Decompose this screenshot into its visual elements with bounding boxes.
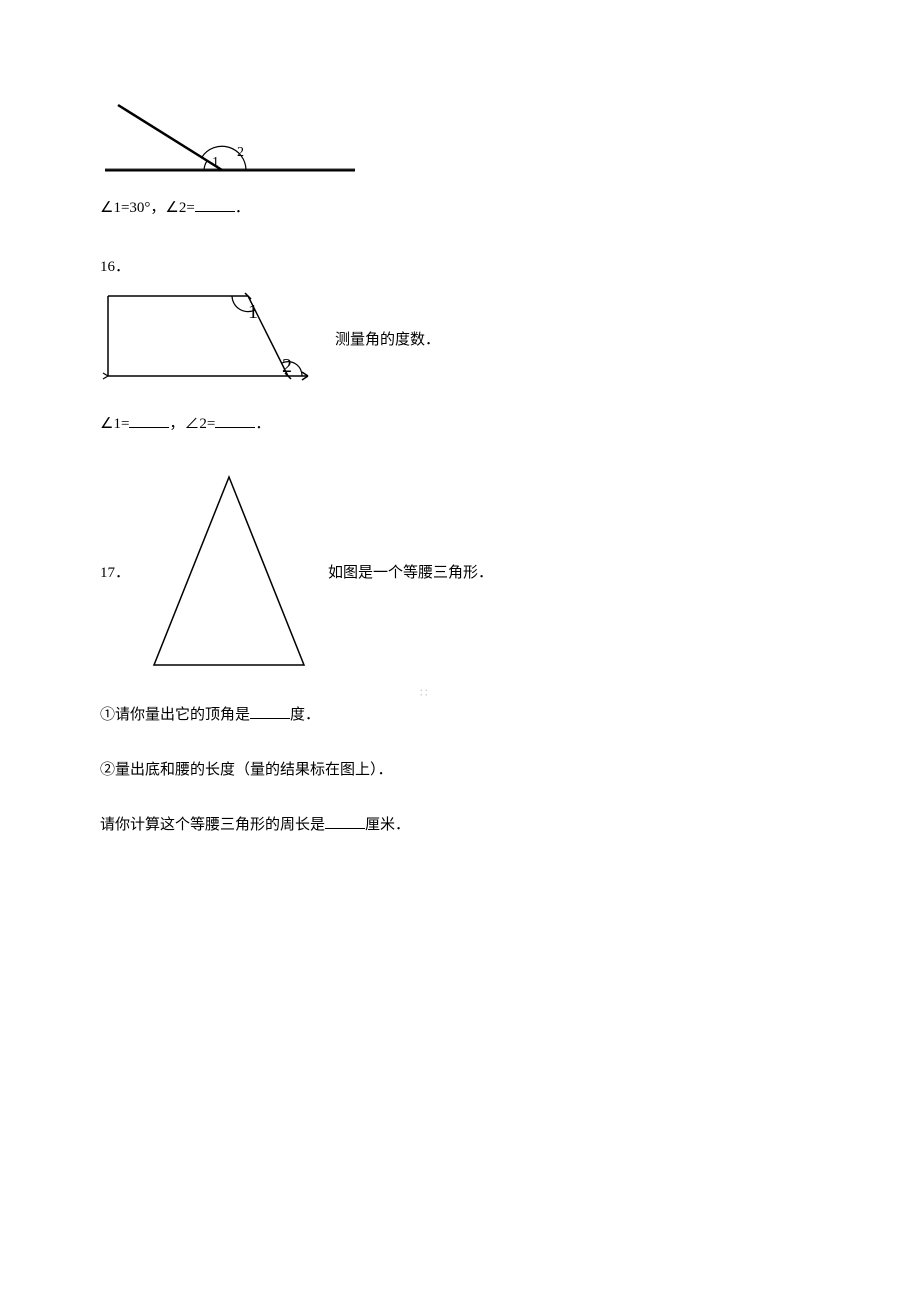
q16-text: ∠1= ，∠2= ． — [100, 408, 820, 441]
watermark: ∷ — [420, 686, 430, 701]
trapezoid-angles-diagram: 1 2 — [100, 288, 315, 388]
question-16: 16． 1 2 — [100, 255, 820, 441]
q15-prefix: ∠1=30°，∠2= — [100, 200, 195, 216]
q15-blank — [195, 197, 235, 212]
q17-sub1-suffix: 度． — [290, 707, 320, 723]
q16-p1: ∠1= — [100, 416, 129, 432]
q17-sub3-suffix: 厘米． — [365, 817, 410, 833]
svg-text:2: 2 — [237, 145, 244, 160]
svg-text:1: 1 — [212, 155, 219, 170]
svg-text:2: 2 — [282, 355, 292, 377]
q17-sub1-blank — [250, 704, 290, 719]
q15-text: ∠1=30°，∠2= ． — [100, 192, 820, 225]
q17-sub2: ②量出底和腰的长度（量的结果标在图上）． — [100, 754, 820, 787]
q17-sub3-prefix: 请你计算这个等腰三角形的周长是 — [100, 817, 325, 833]
q17-side-text: 如图是一个等腰三角形． — [328, 561, 493, 582]
question-17: 17． 如图是一个等腰三角形． ①请你量出它的顶角是 度． ②量出底和腰的长度（量… — [100, 471, 820, 842]
q17-sub3-blank — [325, 814, 365, 829]
q15-suffix: ． — [235, 200, 250, 216]
q16-side-text: 测量角的度数． — [335, 328, 440, 349]
angle-on-line-diagram: 1 2 — [100, 100, 360, 180]
q15-figure: 1 2 — [100, 100, 820, 180]
q16-blank-1 — [129, 413, 169, 428]
q17-sub1: ①请你量出它的顶角是 度． — [100, 699, 820, 732]
q16-mid: ，∠2= — [169, 416, 215, 432]
isosceles-triangle-diagram — [148, 471, 310, 671]
q16-suffix: ． — [255, 416, 270, 432]
q16-blank-2 — [215, 413, 255, 428]
q16-figure: 1 2 — [100, 288, 315, 388]
svg-text:1: 1 — [248, 301, 258, 323]
question-15: 1 2 ∠1=30°，∠2= ． — [100, 100, 820, 225]
q16-figure-row: 1 2 测量角的度数． — [100, 288, 820, 388]
q17-number: 17． — [100, 561, 130, 582]
q16-number: 16． — [100, 255, 820, 276]
q17-figure — [148, 471, 310, 671]
q17-sub1-prefix: ①请你量出它的顶角是 — [100, 707, 250, 723]
q17-figure-row: 17． 如图是一个等腰三角形． — [100, 471, 820, 671]
q17-sub3: 请你计算这个等腰三角形的周长是 厘米． — [100, 809, 820, 842]
